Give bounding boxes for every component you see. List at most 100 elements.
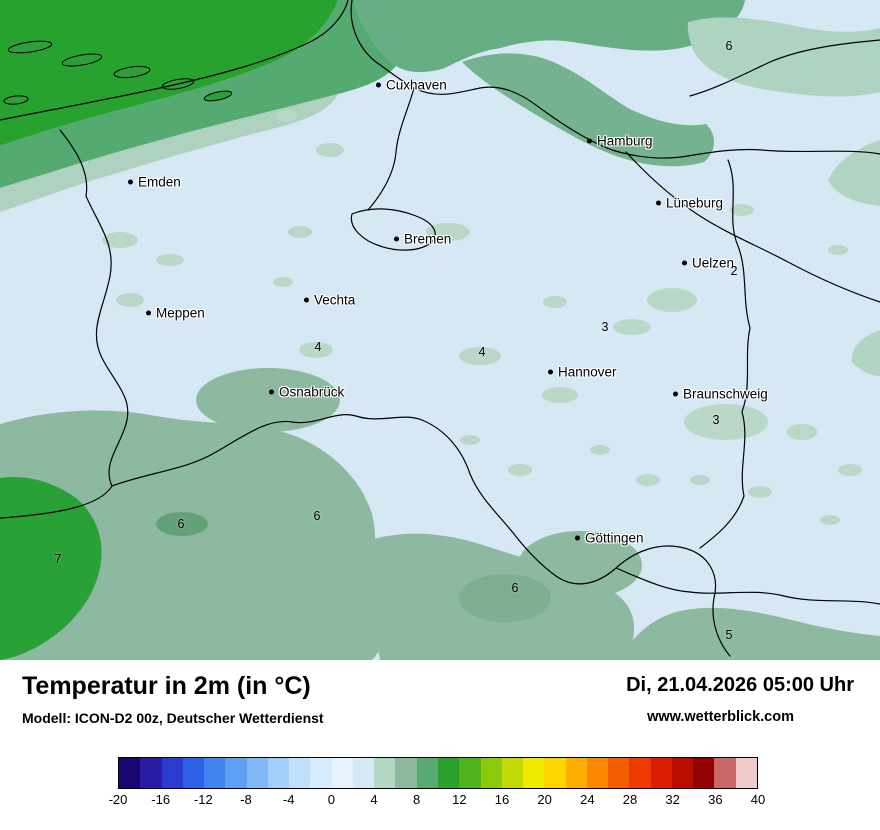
- colorbar-segment: [182, 758, 205, 788]
- city-label: Hamburg: [597, 133, 653, 149]
- colorbar-segment: [289, 758, 311, 788]
- colorbar-tick: 8: [413, 792, 421, 807]
- colorbar-tick: 16: [494, 792, 510, 807]
- city-dot: [128, 179, 133, 185]
- colorbar-tick: 32: [665, 792, 680, 807]
- datetime-label: Di, 21.04.2026 05:00 Uhr: [626, 674, 854, 696]
- city-marker-osnabrueck: Osnabrück: [269, 385, 344, 400]
- colorbar-tick: 24: [580, 792, 595, 807]
- city-dot: [146, 310, 151, 316]
- city-marker-uelzen: Uelzen: [682, 256, 734, 271]
- colorbar-tick: 28: [622, 792, 638, 807]
- colorbar-segment: [671, 758, 694, 788]
- colorbar-segment: [416, 758, 438, 788]
- city-marker-braunschweig: Braunschweig: [673, 387, 768, 402]
- colorbar-segment: [693, 758, 715, 788]
- city-label: Cuxhaven: [386, 77, 447, 93]
- colorbar-segment: [565, 758, 587, 788]
- model-info: Modell: ICON-D2 00z, Deutscher Wetterdie…: [22, 710, 324, 726]
- colorbar-segment: [352, 758, 375, 788]
- colorbar-segment: [523, 758, 545, 788]
- city-dot: [269, 389, 274, 395]
- footer: Temperatur in 2m (in °C) Modell: ICON-D2…: [0, 660, 880, 830]
- colorbar-segment: [480, 758, 502, 788]
- temp-label: 6: [313, 509, 321, 523]
- city-marker-bremen: Bremen: [394, 232, 451, 247]
- colorbar-segment: [374, 758, 396, 788]
- colorbar-ticks: -20 -16 -12 -8 -4 0 4 8 12 16 20 24 28 32 36 40: [109, 792, 766, 810]
- map-area: Cuxhaven Hamburg Emden Lüneburg Bremen U…: [0, 0, 880, 660]
- temp-label: 3: [601, 320, 609, 334]
- city-marker-goettingen: Göttingen: [575, 531, 644, 546]
- city-label: Vechta: [314, 292, 356, 308]
- temp-label: 6: [511, 581, 519, 595]
- colorbar-segment: [437, 758, 460, 788]
- colorbar-segment: [629, 758, 651, 788]
- colorbar-segment: [586, 758, 609, 788]
- colorbar-tick: -8: [240, 792, 252, 807]
- colorbar-segment: [204, 758, 226, 788]
- city-label: Osnabrück: [279, 384, 345, 400]
- city-marker-lueneburg: Lüneburg: [656, 196, 723, 211]
- colorbar-segment: [735, 758, 757, 788]
- city-dot: [548, 369, 553, 375]
- colorbar-tick: -4: [282, 792, 295, 807]
- temp-label: 6: [725, 39, 733, 53]
- city-marker-cuxhaven: Cuxhaven: [376, 78, 447, 93]
- colorbar-segments: [118, 757, 758, 789]
- colorbar-tick: 0: [327, 792, 335, 807]
- colorbar: -20 -16 -12 -8 -4 0 4 8 12 16 20 24 28 32 36 40: [109, 757, 766, 810]
- colorbar-tick: -12: [193, 792, 213, 807]
- temp-label: 6: [177, 517, 185, 531]
- city-dot: [682, 260, 687, 266]
- colorbar-tick: 40: [750, 792, 766, 807]
- colorbar-segment: [310, 758, 332, 788]
- colorbar-tick: -20: [108, 792, 128, 807]
- colorbar-segment: [119, 758, 141, 788]
- city-dot: [656, 200, 661, 206]
- colorbar-segment: [714, 758, 736, 788]
- colorbar-tick: -16: [151, 792, 171, 807]
- temp-label: 3: [712, 413, 720, 427]
- colorbar-segment: [544, 758, 566, 788]
- colorbar-segment: [501, 758, 524, 788]
- city-label: Uelzen: [692, 255, 735, 271]
- colorbar-segment: [608, 758, 630, 788]
- city-label: Emden: [138, 174, 181, 190]
- city-dot: [575, 535, 580, 541]
- colorbar-segment: [140, 758, 162, 788]
- colorbar-tick: 4: [370, 792, 378, 807]
- colorbar-segment: [267, 758, 290, 788]
- city-label: Braunschweig: [683, 386, 768, 402]
- colorbar-segment: [246, 758, 268, 788]
- colorbar-tick: 36: [708, 792, 723, 807]
- city-label: Meppen: [156, 305, 205, 321]
- colorbar-tick: 20: [537, 792, 552, 807]
- footer-right: Di, 21.04.2026 05:00 Uhr www.wetterblick…: [626, 674, 854, 725]
- city-marker-hamburg: Hamburg: [587, 134, 653, 149]
- city-marker-vechta: Vechta: [304, 293, 355, 308]
- city-dot: [673, 391, 678, 397]
- colorbar-tick: 12: [452, 792, 467, 807]
- city-label: Hannover: [558, 364, 617, 380]
- city-dot: [587, 138, 592, 144]
- city-dot: [304, 297, 309, 303]
- colorbar-segment: [331, 758, 353, 788]
- temp-label: 4: [478, 345, 486, 359]
- temp-label: 4: [314, 340, 322, 354]
- city-dot: [394, 236, 399, 242]
- temp-label: 7: [54, 552, 62, 566]
- colorbar-segment: [161, 758, 183, 788]
- map-title: Temperatur in 2m (in °C): [22, 672, 311, 700]
- city-marker-emden: Emden: [128, 175, 181, 190]
- website-url: www.wetterblick.com: [647, 709, 794, 725]
- temperature-map-svg: [0, 0, 880, 660]
- city-label: Bremen: [404, 231, 452, 247]
- city-label: Lüneburg: [666, 195, 724, 211]
- city-marker-hannover: Hannover: [548, 365, 617, 380]
- city-dot: [376, 82, 381, 88]
- city-marker-meppen: Meppen: [146, 306, 205, 321]
- colorbar-segment: [395, 758, 417, 788]
- colorbar-segment: [650, 758, 672, 788]
